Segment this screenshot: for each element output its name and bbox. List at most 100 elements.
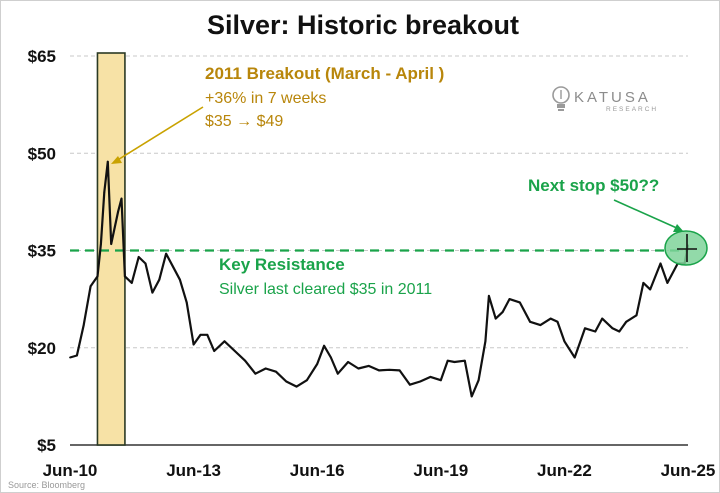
data-point: [635, 314, 638, 317]
data-point: [96, 275, 99, 278]
y-tick-label: $5: [37, 436, 56, 455]
data-point: [106, 160, 109, 163]
lightbulb-icon: [552, 86, 570, 111]
data-point: [254, 372, 257, 375]
data-point: [185, 301, 188, 304]
y-axis: $65 $50 $35 $20 $5: [28, 47, 56, 455]
data-point: [124, 275, 126, 278]
data-point: [192, 343, 195, 346]
data-point: [666, 282, 669, 284]
data-point: [158, 278, 161, 281]
data-point: [659, 262, 662, 265]
resistance-subtitle: Silver last cleared $35 in 2011: [219, 281, 432, 298]
y-tick-label: $35: [28, 242, 56, 261]
data-point: [642, 282, 645, 284]
price-line: [69, 160, 690, 398]
logo-text: KATUSA: [574, 89, 651, 106]
data-point: [398, 369, 401, 372]
resistance-title: Key Resistance: [219, 255, 345, 274]
data-point: [611, 327, 614, 330]
data-point: [213, 350, 216, 352]
data-point: [120, 197, 123, 200]
data-point: [556, 320, 559, 323]
data-point: [508, 298, 511, 301]
data-point: [446, 359, 449, 362]
data-point: [306, 379, 308, 382]
data-point: [419, 380, 422, 383]
data-point: [429, 376, 432, 378]
data-point: [477, 379, 480, 382]
data-point: [151, 291, 154, 294]
data-point: [165, 252, 168, 255]
data-point: [233, 350, 236, 352]
logo-subtext: RESEARCH: [606, 106, 658, 113]
data-point: [295, 385, 298, 388]
data-point: [594, 330, 597, 333]
data-point: [487, 294, 490, 297]
source-note: Source: Bloomberg: [8, 480, 85, 490]
data-point: [601, 317, 604, 320]
y-tick-label: $20: [28, 339, 56, 358]
y-tick-label: $50: [28, 144, 56, 163]
breakout-arrowhead: [111, 156, 122, 164]
x-tick-label: Jun-22: [537, 461, 592, 480]
x-tick-label: Jun-19: [413, 461, 468, 480]
data-point: [357, 367, 360, 370]
data-point: [178, 278, 181, 281]
data-point: [75, 354, 78, 357]
data-point: [206, 333, 209, 336]
data-point: [484, 340, 487, 343]
data-point: [323, 344, 325, 347]
data-point: [618, 330, 621, 333]
breakout-line-2: $35 → $49: [205, 113, 283, 130]
data-point: [539, 324, 542, 326]
data-point: [130, 282, 133, 284]
data-point: [100, 243, 102, 245]
data-point: [330, 356, 332, 359]
data-point: [264, 367, 267, 370]
data-point: [137, 256, 140, 258]
data-point: [244, 359, 247, 362]
y-tick-label: $65: [28, 47, 56, 66]
data-point: [453, 361, 456, 363]
data-point: [144, 262, 147, 265]
data-point: [223, 340, 226, 343]
next-stop-target-ellipse: [664, 230, 708, 266]
data-point: [409, 383, 411, 386]
next-stop-arrowhead: [673, 224, 684, 232]
data-point: [89, 285, 92, 288]
data-point: [649, 288, 652, 291]
x-tick-label: Jun-16: [290, 461, 345, 480]
breakout-title: 2011 Breakout (March - April ): [205, 64, 444, 83]
data-point: [110, 243, 113, 245]
data-point: [199, 333, 202, 336]
data-point: [529, 320, 531, 323]
x-tick-label: Jun-13: [166, 461, 221, 480]
data-point: [518, 301, 521, 304]
x-tick-label: Jun-25: [661, 461, 716, 480]
data-point: [573, 356, 576, 359]
data-point: [69, 356, 71, 359]
data-point: [625, 320, 628, 323]
data-point: [388, 368, 391, 371]
next-stop-arrow: [613, 199, 680, 230]
x-axis: Jun-10 Jun-13 Jun-16 Jun-19 Jun-22 Jun-25: [43, 461, 716, 480]
data-point: [336, 372, 339, 375]
data-point: [275, 370, 277, 373]
data-point: [82, 324, 85, 326]
data-point: [347, 361, 349, 363]
series-silver-price: [69, 160, 690, 398]
breakout-highlight-box: [96, 52, 126, 446]
data-point: [549, 317, 552, 320]
x-tick-label: Jun-10: [43, 461, 98, 480]
data-point: [470, 395, 473, 398]
data-point: [494, 317, 497, 320]
data-point: [463, 359, 466, 362]
data-point: [501, 311, 504, 313]
data-point: [378, 369, 380, 372]
next-stop-label: Next stop $50??: [528, 176, 659, 195]
data-point: [285, 380, 288, 383]
katusa-logo: KATUSA RESEARCH: [552, 86, 658, 113]
data-point: [172, 265, 174, 268]
